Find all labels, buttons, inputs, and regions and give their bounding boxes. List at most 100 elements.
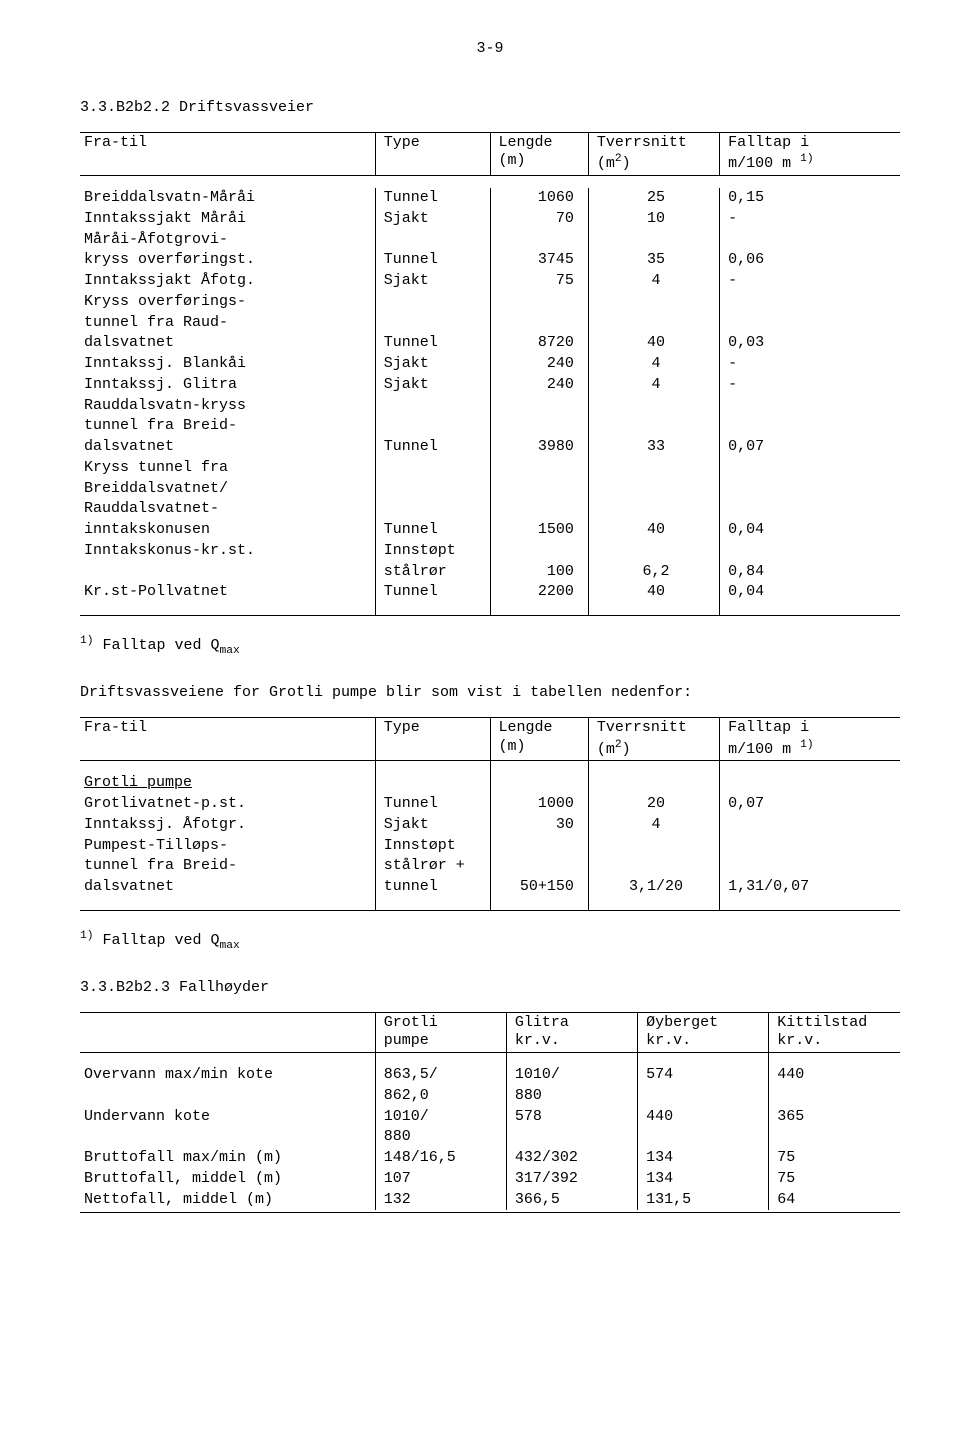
cell: 100 bbox=[490, 562, 588, 583]
cell: Sjakt bbox=[375, 375, 490, 396]
cell: tunnel fra Breid- bbox=[80, 856, 375, 877]
table-grotli-pumpe: Fra-til Type Lengde (m) Tverrsnitt (m2) … bbox=[80, 717, 900, 911]
t2-h2: Lengde (m) bbox=[490, 717, 588, 761]
t1-h4: Falltap i m/100 m 1) bbox=[720, 132, 900, 176]
cell bbox=[490, 458, 588, 479]
cell: 0,04 bbox=[720, 520, 900, 541]
cell: 880 bbox=[375, 1127, 506, 1148]
table-row: dalsvatnettunnel50+1503,1/201,31/0,07 bbox=[80, 877, 900, 898]
cell bbox=[588, 479, 719, 500]
t3-h4: Kittilstadkr.v. bbox=[769, 1012, 900, 1053]
table-row: Pumpest-Tilløps-Innstøpt bbox=[80, 836, 900, 857]
cell: 75 bbox=[769, 1148, 900, 1169]
cell bbox=[375, 396, 490, 417]
t2-h0: Fra-til bbox=[80, 717, 375, 761]
cell: dalsvatnet bbox=[80, 877, 375, 898]
cell bbox=[588, 836, 719, 857]
cell bbox=[769, 1086, 900, 1107]
footnote-2: 1) Falltap ved Qmax bbox=[80, 929, 900, 953]
cell bbox=[490, 856, 588, 877]
cell: 0,15 bbox=[720, 188, 900, 209]
cell: 1010/ bbox=[506, 1065, 637, 1086]
table-fallhoyder: Grotlipumpe Glitrakr.v. Øybergetkr.v. Ki… bbox=[80, 1012, 900, 1214]
table-row: Kryss tunnel fra bbox=[80, 458, 900, 479]
cell: - bbox=[720, 354, 900, 375]
cell: Inntakskonus-kr.st. bbox=[80, 541, 375, 562]
cell bbox=[638, 1127, 769, 1148]
cell: kryss overføringst. bbox=[80, 250, 375, 271]
cell: 4 bbox=[588, 375, 719, 396]
cell bbox=[588, 499, 719, 520]
table-row: 880 bbox=[80, 1127, 900, 1148]
cell bbox=[80, 562, 375, 583]
table-row: Rauddalsvatnet- bbox=[80, 499, 900, 520]
cell: 4 bbox=[588, 815, 719, 836]
cell: Kr.st-Pollvatnet bbox=[80, 582, 375, 603]
cell bbox=[588, 313, 719, 334]
cell: 1060 bbox=[490, 188, 588, 209]
cell: 0,84 bbox=[720, 562, 900, 583]
table-row: tunnel fra Breid- bbox=[80, 416, 900, 437]
cell: 3745 bbox=[490, 250, 588, 271]
cell bbox=[375, 499, 490, 520]
table-row: Rauddalsvatn-kryss bbox=[80, 396, 900, 417]
cell: 131,5 bbox=[638, 1190, 769, 1211]
cell bbox=[490, 313, 588, 334]
cell: Bruttofall max/min (m) bbox=[80, 1148, 375, 1169]
cell: - bbox=[720, 209, 900, 230]
cell bbox=[375, 230, 490, 251]
cell: Tunnel bbox=[375, 437, 490, 458]
cell: 33 bbox=[588, 437, 719, 458]
cell: Inntakssj. Glitra bbox=[80, 375, 375, 396]
cell: 1500 bbox=[490, 520, 588, 541]
table-row: Inntakssj. Åfotgr.Sjakt304 bbox=[80, 815, 900, 836]
t1-h0: Fra-til bbox=[80, 132, 375, 176]
cell: 0,03 bbox=[720, 333, 900, 354]
cell: Pumpest-Tilløps- bbox=[80, 836, 375, 857]
cell: 25 bbox=[588, 188, 719, 209]
t2-group: Grotli pumpe bbox=[80, 773, 375, 794]
cell bbox=[588, 856, 719, 877]
cell: Inntakssjakt Måråi bbox=[80, 209, 375, 230]
page-number: 3-9 bbox=[80, 40, 900, 59]
cell: 107 bbox=[375, 1169, 506, 1190]
cell bbox=[720, 479, 900, 500]
table-row: inntakskonusenTunnel1500400,04 bbox=[80, 520, 900, 541]
cell bbox=[720, 396, 900, 417]
cell: 134 bbox=[638, 1169, 769, 1190]
cell: 35 bbox=[588, 250, 719, 271]
cell: Tunnel bbox=[375, 794, 490, 815]
cell: Sjakt bbox=[375, 209, 490, 230]
section3-heading: 3.3.B2b2.3 Fallhøyder bbox=[80, 979, 900, 998]
cell: 1010/ bbox=[375, 1107, 506, 1128]
cell bbox=[375, 292, 490, 313]
table-row: Inntakssj. GlitraSjakt2404- bbox=[80, 375, 900, 396]
table-row: Inntakssjakt Åfotg.Sjakt754- bbox=[80, 271, 900, 292]
cell bbox=[490, 396, 588, 417]
cell: - bbox=[720, 375, 900, 396]
cell: Nettofall, middel (m) bbox=[80, 1190, 375, 1211]
cell: tunnel bbox=[375, 877, 490, 898]
cell: 4 bbox=[588, 271, 719, 292]
table-row: Kryss overførings- bbox=[80, 292, 900, 313]
cell: 0,07 bbox=[720, 437, 900, 458]
cell bbox=[375, 416, 490, 437]
t1-h1: Type bbox=[375, 132, 490, 176]
cell bbox=[490, 230, 588, 251]
t2-h1: Type bbox=[375, 717, 490, 761]
cell: Sjakt bbox=[375, 354, 490, 375]
cell: 1000 bbox=[490, 794, 588, 815]
cell: 10 bbox=[588, 209, 719, 230]
cell: Sjakt bbox=[375, 271, 490, 292]
table-row: stålrør1006,20,84 bbox=[80, 562, 900, 583]
cell: stålrør bbox=[375, 562, 490, 583]
table-row: Breiddalsvatnet/ bbox=[80, 479, 900, 500]
cell: 240 bbox=[490, 375, 588, 396]
cell bbox=[638, 1086, 769, 1107]
cell bbox=[490, 292, 588, 313]
cell: 365 bbox=[769, 1107, 900, 1128]
cell: 75 bbox=[490, 271, 588, 292]
cell: Undervann kote bbox=[80, 1107, 375, 1128]
cell: 148/16,5 bbox=[375, 1148, 506, 1169]
cell: 0,06 bbox=[720, 250, 900, 271]
